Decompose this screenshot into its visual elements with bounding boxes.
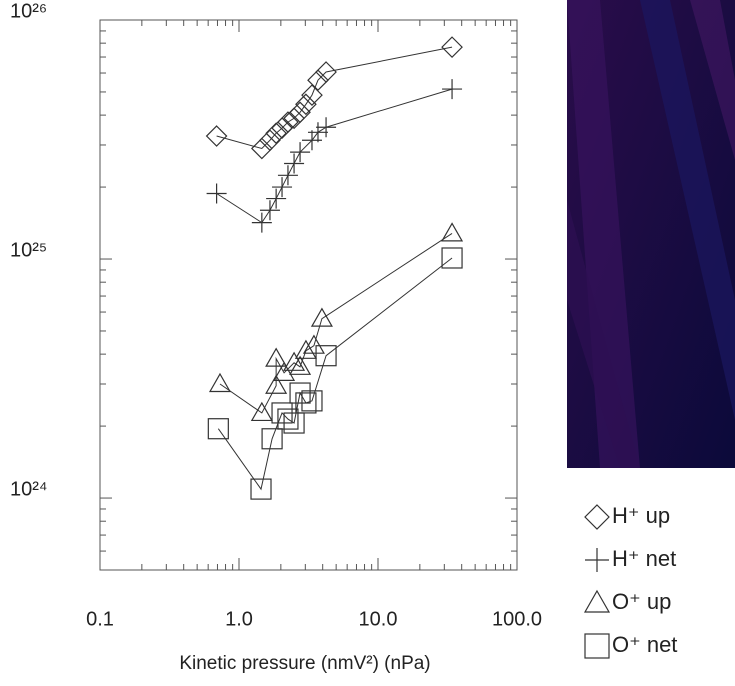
legend-text: O⁺ net bbox=[612, 632, 677, 657]
data-point bbox=[295, 392, 317, 414]
legend-symbol bbox=[585, 548, 609, 572]
data-point bbox=[284, 153, 305, 174]
legend-item: O⁺ up bbox=[583, 589, 671, 614]
legend-text: O⁺ up bbox=[612, 589, 671, 614]
plot-frame bbox=[99, 19, 518, 571]
data-point bbox=[265, 347, 288, 367]
data-point bbox=[265, 122, 287, 145]
y-tick-label: 10²⁴ bbox=[10, 478, 48, 500]
data-point bbox=[206, 183, 227, 204]
data-point bbox=[294, 339, 317, 359]
data-point bbox=[441, 247, 463, 269]
data-point bbox=[277, 111, 299, 133]
data-point bbox=[441, 222, 464, 242]
legend-symbol bbox=[584, 633, 610, 659]
x-tick-label: 1.0 bbox=[225, 608, 253, 630]
data-point bbox=[310, 307, 333, 327]
data-point bbox=[290, 142, 311, 163]
data-point bbox=[283, 351, 306, 371]
series-line bbox=[219, 232, 453, 414]
data-point bbox=[250, 137, 273, 160]
y-tick-label: 10²⁵ bbox=[10, 239, 47, 261]
data-point bbox=[259, 200, 280, 221]
legend-item: H⁺ net bbox=[585, 546, 676, 572]
legend-symbol bbox=[583, 589, 611, 613]
data-point bbox=[283, 107, 305, 130]
data-point bbox=[442, 79, 463, 100]
data-point bbox=[315, 61, 337, 83]
data-point bbox=[289, 355, 312, 375]
data-point bbox=[266, 188, 287, 209]
data-point bbox=[271, 117, 293, 139]
series-line bbox=[216, 46, 453, 150]
data-point bbox=[302, 334, 325, 354]
data-point bbox=[251, 212, 272, 233]
data-point bbox=[250, 478, 272, 500]
data-point bbox=[441, 36, 463, 58]
data-point bbox=[301, 130, 322, 151]
data-point bbox=[283, 412, 305, 434]
data-point bbox=[208, 372, 232, 393]
legend-text: H⁺ net bbox=[612, 546, 676, 571]
data-point bbox=[205, 125, 228, 147]
legend-item: H⁺ up bbox=[584, 503, 670, 530]
data-point bbox=[301, 84, 323, 106]
data-point bbox=[272, 177, 293, 198]
data-point bbox=[273, 361, 296, 381]
x-tick-label: 10.0 bbox=[359, 608, 398, 630]
x-axis-title: Kinetic pressure (nmV²) (nPa) bbox=[179, 653, 430, 674]
data-point bbox=[261, 428, 283, 450]
data-point bbox=[315, 345, 337, 367]
background-image bbox=[567, 0, 735, 468]
series-line bbox=[216, 88, 453, 224]
data-point bbox=[301, 390, 323, 412]
series-line bbox=[217, 257, 453, 491]
data-point bbox=[277, 165, 298, 186]
legend-item: O⁺ net bbox=[584, 632, 677, 659]
data-point bbox=[307, 69, 329, 92]
legend-symbol bbox=[584, 504, 610, 530]
data-point bbox=[307, 122, 328, 143]
data-point bbox=[250, 401, 273, 422]
data-point bbox=[316, 117, 337, 138]
y-tick-label: 10²⁶ bbox=[10, 0, 47, 22]
legend-text: H⁺ up bbox=[612, 503, 670, 528]
x-tick-label: 100.0 bbox=[492, 608, 542, 630]
data-point bbox=[259, 129, 281, 152]
data-point bbox=[295, 93, 317, 116]
data-point bbox=[277, 408, 299, 430]
data-point bbox=[207, 418, 229, 440]
data-point bbox=[289, 101, 311, 124]
x-tick-label: 0.1 bbox=[86, 608, 114, 630]
data-point bbox=[265, 374, 288, 394]
